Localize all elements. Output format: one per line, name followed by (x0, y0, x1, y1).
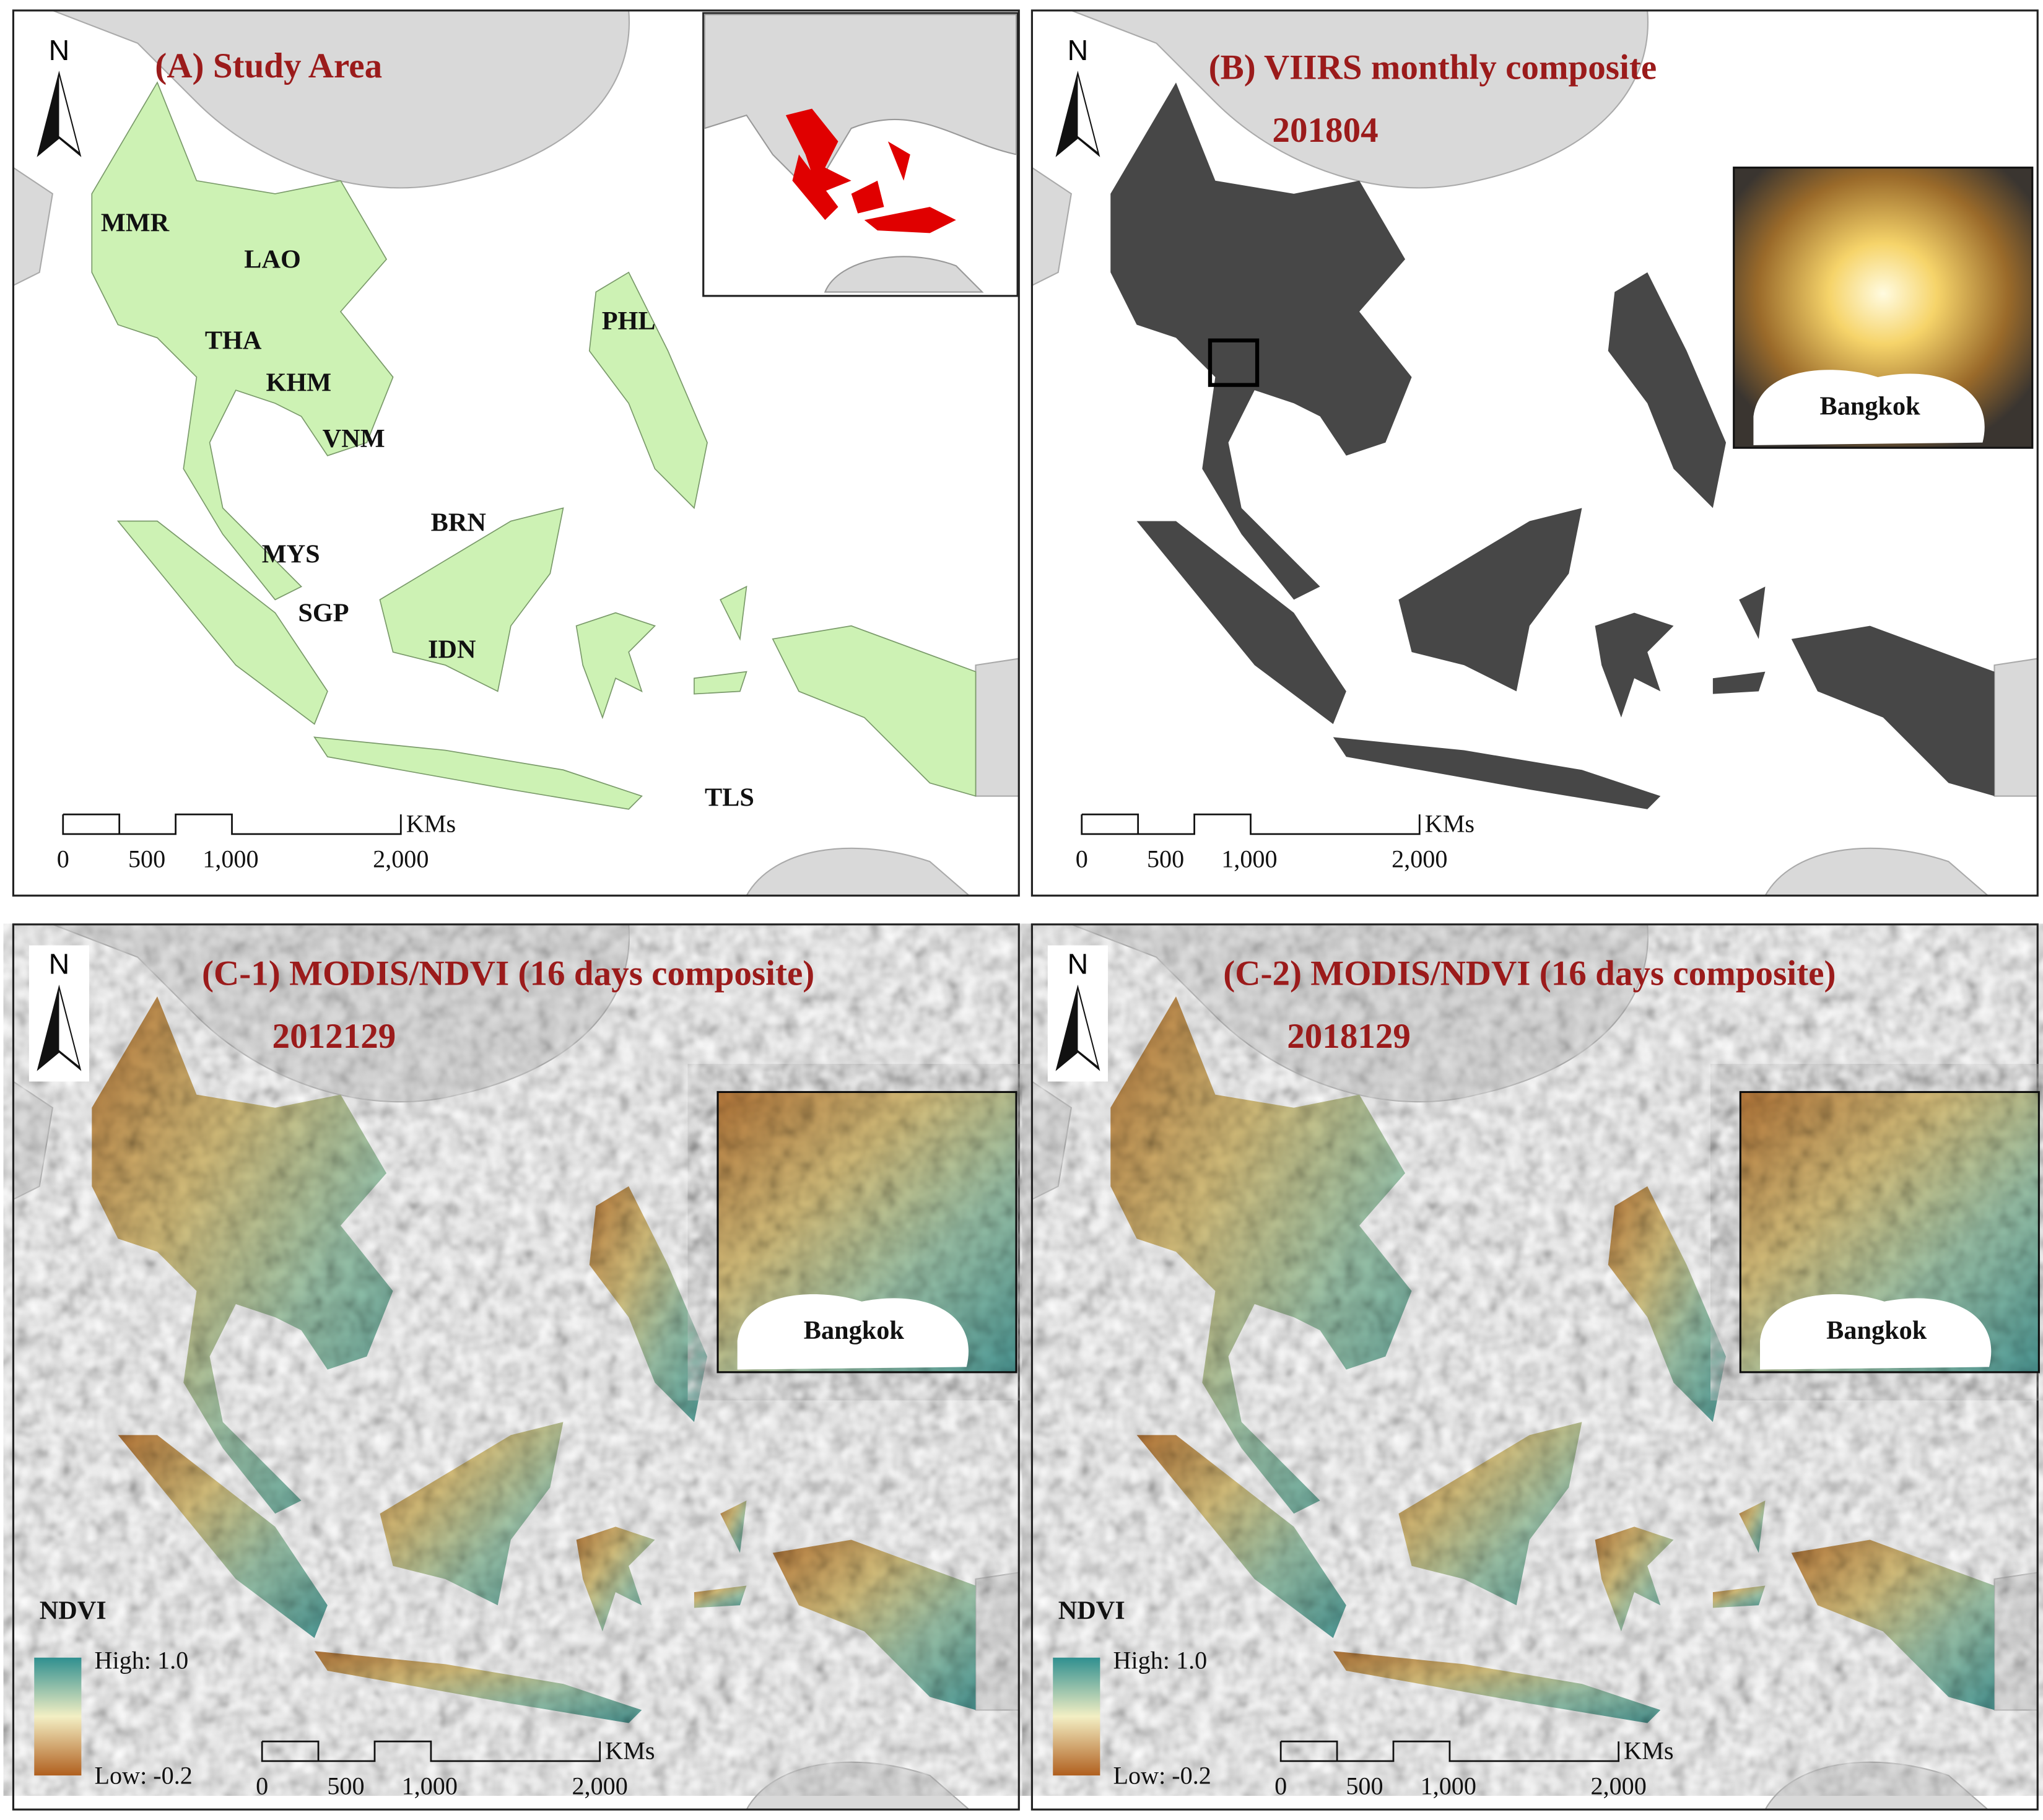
scale-tick-label: 500 (1147, 845, 1184, 873)
panel-border (12, 923, 1020, 1811)
scale-tick-label: 1,000 (1421, 1772, 1476, 1800)
scale-line (261, 1740, 601, 1762)
locator-inset (702, 12, 1019, 297)
scale-unit: KMs (1624, 1736, 1673, 1764)
country-label: MYS (262, 539, 320, 568)
scale-tick-label: 0 (256, 1772, 268, 1800)
inset-land (824, 256, 984, 293)
inset-water (737, 1294, 969, 1370)
inset-locator (1208, 338, 1260, 387)
scale-tick-label: 2,000 (1392, 845, 1447, 873)
north-label: N (1068, 34, 1089, 66)
scale-tick-label: 2,000 (1590, 1772, 1646, 1800)
north-arrow-half (1078, 76, 1098, 152)
panel-subtitle: 2018129 (1287, 1017, 1411, 1056)
country-label: KHM (266, 368, 332, 397)
map-panel: N (C-1) MODIS/NDVI (16 days composite) 201… (12, 923, 1020, 1811)
north-label: N (49, 948, 70, 980)
inset-label: Bangkok (1820, 391, 1921, 420)
scale-line (1081, 813, 1421, 835)
scale-tick-label: 1,000 (203, 845, 258, 873)
country-label: VNM (323, 424, 385, 453)
inset-label: Bangkok (1826, 1316, 1927, 1345)
country-label: THA (205, 326, 262, 355)
scale-tick-label: 2,000 (373, 845, 429, 873)
legend-colorbar (1053, 1657, 1100, 1776)
legend-low: Low: -0.2 (95, 1762, 193, 1790)
country-label: IDN (428, 635, 476, 664)
country-label: BRN (431, 508, 486, 538)
scale-line (62, 813, 402, 835)
inset-label: Bangkok (804, 1316, 905, 1345)
legend-title: NDVI (40, 1596, 107, 1626)
north-arrow-half (59, 990, 79, 1066)
inset-water (1753, 370, 1985, 445)
scale-bar: 0 500 1,000 2,000 KMs (256, 1736, 655, 1800)
panel-title: (A) Study Area (155, 46, 382, 85)
scale-tick-label: 500 (327, 1772, 364, 1800)
scale-unit: KMs (605, 1736, 655, 1764)
map-panel: N (C-2) MODIS/NDVI (16 days composite) 201… (1030, 923, 2040, 1811)
legend-high: High: 1.0 (1113, 1646, 1208, 1674)
scale-tick-label: 2,000 (572, 1772, 627, 1800)
country-label: LAO (244, 245, 301, 274)
scale-unit: KMs (1425, 809, 1475, 837)
legend-title: NDVI (1058, 1596, 1125, 1626)
panel-title: (B) VIIRS monthly composite (1209, 48, 1657, 87)
inset-land (704, 14, 1017, 195)
scale-tick-label: 1,000 (1221, 845, 1277, 873)
scale-tick-label: 0 (1076, 845, 1088, 873)
scale-tick-label: 0 (1274, 1772, 1287, 1800)
panel-title: (C-1) MODIS/NDVI (16 days composite) (202, 954, 814, 993)
scale-tick-label: 500 (1346, 1772, 1383, 1800)
country-label: TLS (705, 783, 754, 812)
scale-line (1279, 1740, 1620, 1762)
scale-tick-label: 0 (57, 845, 69, 873)
north-label: N (1068, 948, 1089, 980)
inset-highlight (785, 108, 956, 233)
legend-low: Low: -0.2 (1113, 1762, 1211, 1790)
legend-colorbar (34, 1657, 82, 1776)
scale-bar: 0 500 1,000 2,000 KMs (1274, 1736, 1673, 1800)
scale-tick-label: 1,000 (402, 1772, 458, 1800)
country-label: MMR (101, 208, 170, 237)
panel-border (1030, 9, 2039, 897)
legend-high: High: 1.0 (95, 1646, 189, 1674)
scale-tick-label: 500 (128, 845, 165, 873)
map-panel: N (B) VIIRS monthly composite 201804 Bangko… (1030, 9, 2039, 897)
panel-border (12, 9, 1020, 897)
inset-water (1760, 1294, 1992, 1370)
north-label: N (49, 34, 70, 66)
scale-bar: 0 500 1,000 2,000 KMs (57, 809, 456, 873)
scale-bar: 0 500 1,000 2,000 KMs (1076, 809, 1475, 873)
panel-title: (C-2) MODIS/NDVI (16 days composite) (1223, 954, 1836, 993)
country-label: SGP (298, 598, 349, 627)
panel-subtitle: 201804 (1272, 111, 1378, 150)
country-label: PHL (602, 307, 656, 336)
scale-unit: KMs (406, 809, 456, 837)
panel-subtitle: 2012129 (272, 1017, 396, 1056)
